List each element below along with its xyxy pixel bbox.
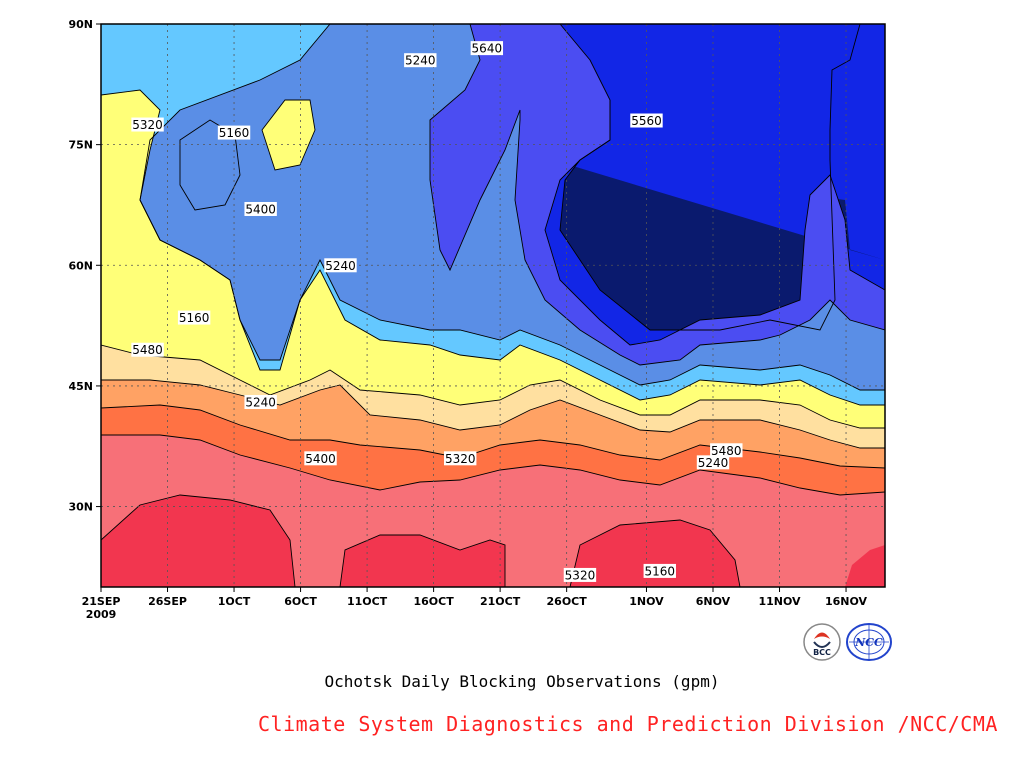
contour-label-box: [177, 310, 211, 325]
credit-line: Climate System Diagnostics and Predictio…: [258, 712, 998, 736]
y-tick-label: 60N: [68, 259, 93, 272]
contour-label-text: 5160: [179, 311, 210, 325]
plot-area: [101, 24, 885, 587]
x-tick-label: 26SEP: [148, 595, 187, 608]
contour-label-box: [131, 342, 164, 357]
grid-lines: [101, 24, 885, 587]
contour-label-text: 5400: [305, 452, 336, 466]
contour-label: 5240: [696, 455, 730, 470]
x-tick-label: 16NOV: [825, 595, 868, 608]
band-above-5880-a: [101, 495, 295, 587]
contour-label-text: 5320: [565, 568, 596, 582]
x-tick-label: 6OCT: [284, 595, 317, 608]
bcc-logo-text: BCC: [813, 648, 831, 657]
contour-label-box: [470, 41, 504, 56]
contour-label: 5240: [404, 53, 437, 68]
y-axis: 30N 45N 60N 75N 90N: [68, 18, 101, 514]
contour-label-text: 5240: [405, 54, 436, 68]
contour-label: 5480: [710, 443, 743, 458]
contour-label: 5320: [563, 567, 597, 582]
contour-lines: [101, 24, 885, 587]
contour-label-box: [244, 201, 277, 216]
contour-label: 5160: [643, 563, 676, 578]
contour-label: 5480: [131, 342, 164, 357]
blocking-contour-chart: 5480 5400 5320 5240 5160 5240 5320 5160 5160 5240…: [68, 18, 886, 621]
band-above-5880-c: [570, 520, 740, 587]
contour-label-box: [304, 451, 337, 466]
island-5480: [262, 100, 315, 170]
contour-label-text: 5160: [219, 126, 250, 140]
contour-label: 5560: [630, 113, 663, 128]
y-tick-label: 90N: [68, 18, 93, 31]
contour-label-box: [630, 113, 663, 128]
contour-labels: 5480 5400 5320 5240 5160 5240 5320 5160 5160 5240…: [131, 41, 743, 582]
x-tick-label: 21OCT: [480, 595, 521, 608]
contour-label-text: 5640: [472, 42, 503, 56]
x-tick-sublabel: 2009: [86, 608, 117, 621]
x-tick-label: 16OCT: [413, 595, 454, 608]
contour-label-box: [131, 117, 164, 132]
contour-label: 5640: [470, 41, 504, 56]
band-above-5880-d: [845, 545, 885, 587]
ncc-logo-text: NCC: [854, 636, 883, 649]
contour-label-text: 5320: [132, 118, 163, 132]
contour-label-text: 5160: [645, 564, 676, 578]
contour-label-box: [696, 455, 730, 470]
plot-frame: [100, 23, 886, 588]
contour-label-box: [444, 451, 477, 466]
contour-label-box: [217, 125, 251, 140]
x-tick-label: 1OCT: [218, 595, 251, 608]
contour-label: 5240: [324, 258, 357, 273]
bcc-logo: BCC: [803, 623, 841, 661]
contour-label: 5400: [244, 201, 277, 216]
contour-label-text: 5480: [711, 444, 742, 458]
contour-label-text: 5240: [325, 259, 356, 273]
x-tick-label: 6NOV: [696, 595, 731, 608]
contour-label-text: 5240: [698, 456, 729, 470]
contour-label: 5320: [444, 451, 477, 466]
band-above-5880-b: [340, 535, 505, 587]
contour-label: 5400: [304, 451, 337, 466]
x-tick-label: 26OCT: [547, 595, 588, 608]
y-tick-label: 45N: [68, 380, 93, 393]
contour-label: 5160: [177, 310, 211, 325]
contour-label: 5320: [131, 117, 164, 132]
contour-label-text: 5560: [631, 114, 662, 128]
y-tick-label: 30N: [68, 501, 93, 514]
contour-label-box: [710, 443, 743, 458]
x-tick-label: 11OCT: [347, 595, 388, 608]
contour-label: 5240: [244, 395, 277, 410]
x-tick-label: 21SEP: [82, 595, 121, 608]
chart-caption: Ochotsk Daily Blocking Observations (gpm…: [324, 672, 720, 691]
contour-label-box: [324, 258, 357, 273]
contour-label-box: [563, 567, 597, 582]
island-5400: [180, 120, 240, 210]
contour-label-text: 5320: [445, 452, 476, 466]
contour-label-text: 5400: [245, 202, 276, 216]
contour-label-text: 5480: [132, 343, 163, 357]
contour-label-box: [643, 563, 676, 578]
x-tick-label: 1NOV: [629, 595, 664, 608]
contour-label-box: [404, 53, 437, 68]
ncc-logo: NCC: [846, 623, 892, 661]
x-tick-label: 11NOV: [758, 595, 801, 608]
y-tick-label: 75N: [68, 139, 93, 152]
contour-label-text: 5240: [245, 396, 276, 410]
contour-label: 5160: [217, 125, 251, 140]
contour-label-box: [244, 395, 277, 410]
